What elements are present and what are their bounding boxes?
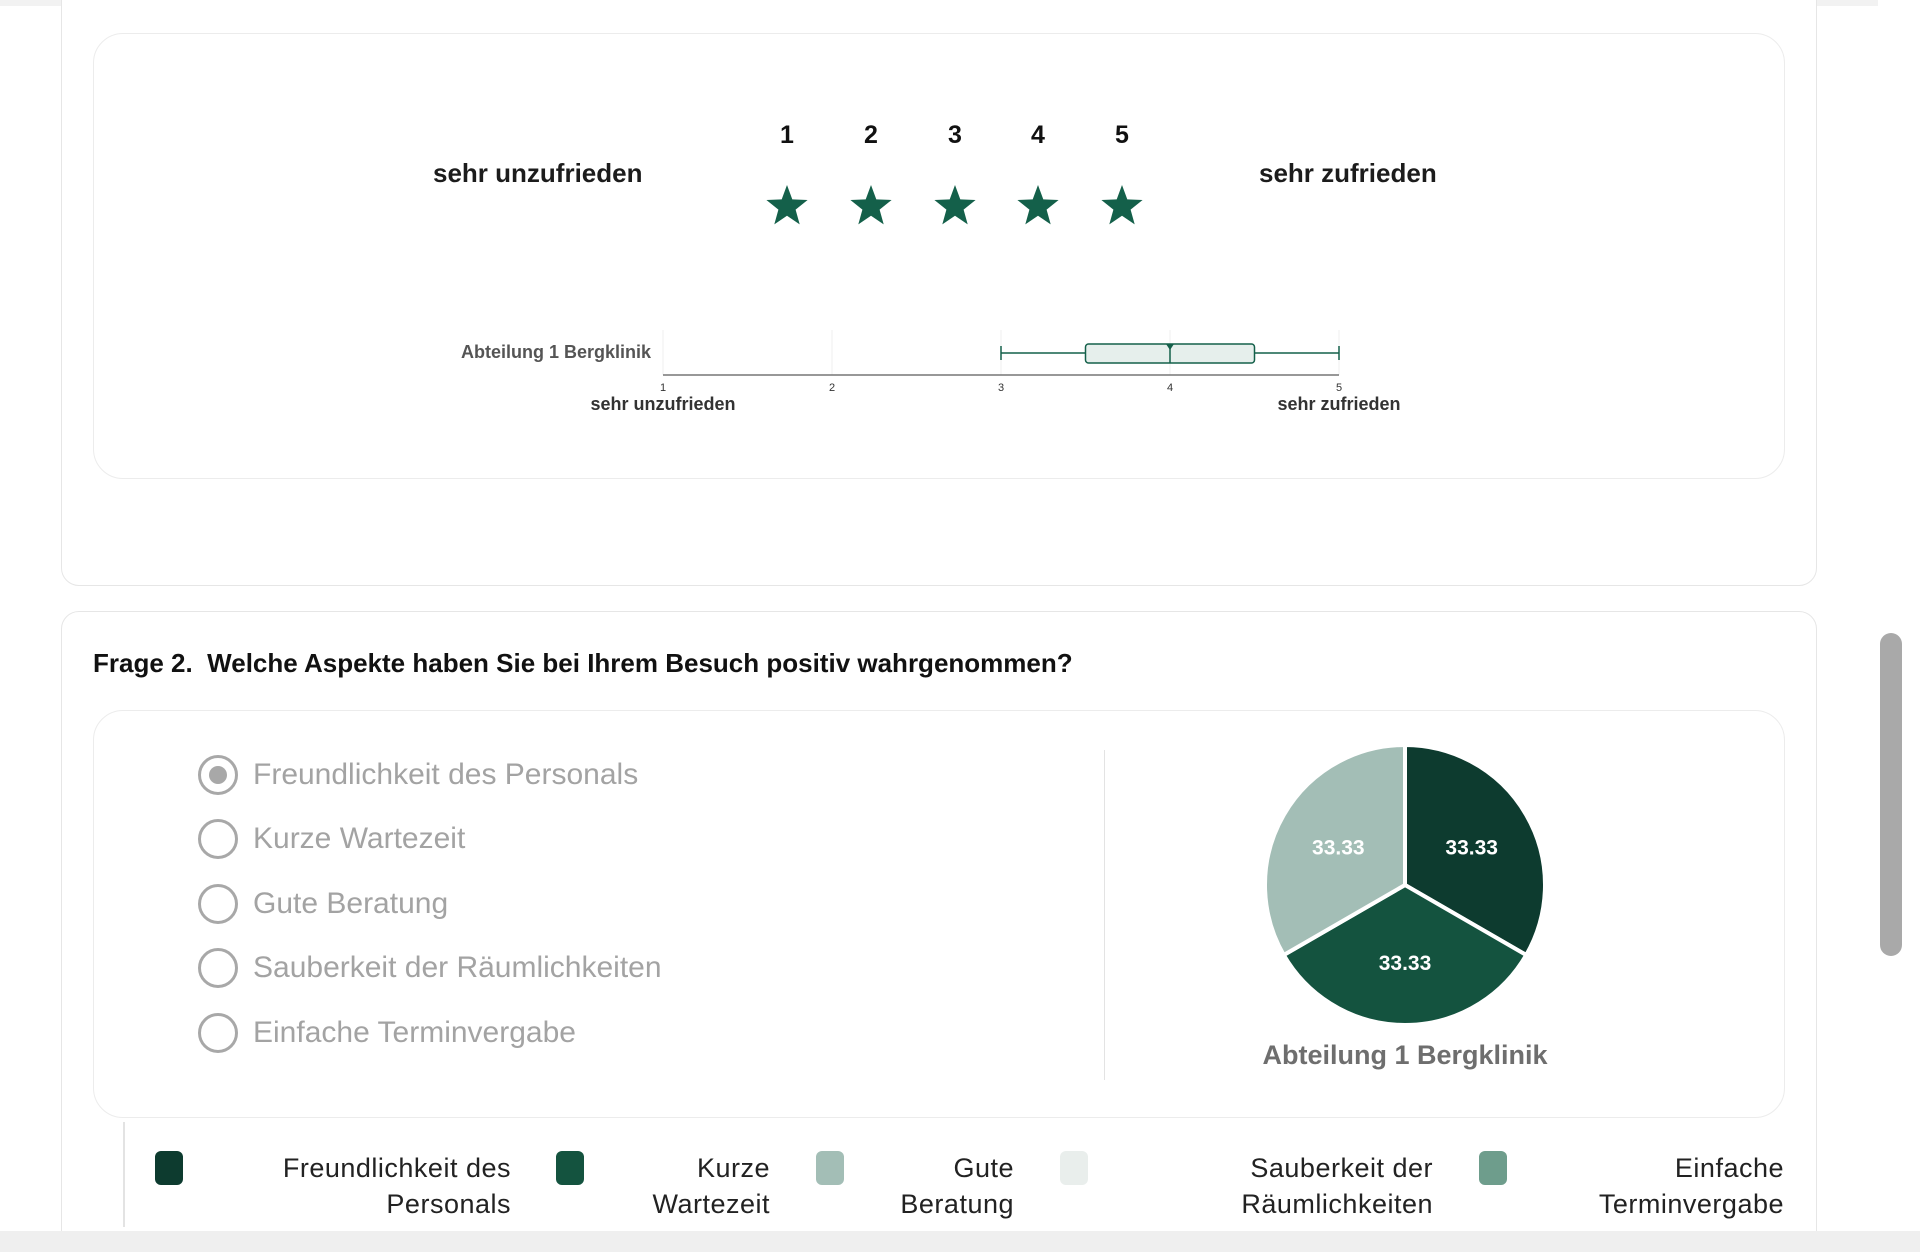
boxplot-median-marker <box>1166 344 1174 350</box>
legend-item-terminvergabe: Einfache Terminvergabe <box>1530 1150 1784 1222</box>
legend-item-freundlichkeit: Freundlichkeit des Personals <box>230 1150 511 1222</box>
pie-slice-freundlichkeit <box>1403 742 1547 958</box>
rating-number-2: 2 <box>864 121 878 149</box>
pie-slice-gute-beratung <box>1263 742 1407 958</box>
rating-number-3: 3 <box>948 121 962 149</box>
legend-swatch-terminvergabe <box>1479 1151 1507 1185</box>
boxplot-tick-3: 3 <box>998 382 1004 394</box>
boxplot-tick-2: 2 <box>829 382 835 394</box>
boxplot-tick-1: 1 <box>660 382 666 394</box>
page: sehr unzufrieden sehr zufrieden 1 2 3 4 … <box>0 0 1878 1252</box>
legend-line: Wartezeit <box>652 1189 770 1219</box>
star-icon-3[interactable] <box>933 183 977 227</box>
bottom-strip <box>0 1231 1920 1252</box>
pie-label-freundlichkeit: 33.33 <box>1445 837 1498 860</box>
rating-number-1: 1 <box>780 121 794 149</box>
question2-title: Frage 2. Welche Aspekte haben Sie bei Ih… <box>93 648 1073 679</box>
boxplot-axis-max-label: sehr zufrieden <box>1277 394 1400 414</box>
star-icon-5[interactable] <box>1100 183 1144 227</box>
rating-right-label: sehr zufrieden <box>1259 158 1437 188</box>
option-label: Kurze Wartezeit <box>253 822 466 855</box>
rating-panel <box>93 33 1785 479</box>
rating-left-label: sehr unzufrieden <box>433 158 643 188</box>
legend-swatch-sauberkeit <box>1060 1151 1088 1185</box>
option-kurze-wartezeit[interactable]: Kurze Wartezeit <box>198 817 465 861</box>
legend-left-border <box>123 1122 125 1227</box>
radio-button-checked[interactable] <box>198 755 238 795</box>
legend-line: Räumlichkeiten <box>1241 1189 1433 1219</box>
legend-line: Freundlichkeit des <box>282 1153 511 1183</box>
legend-item-kurze-wartezeit: Kurze Wartezeit <box>610 1150 770 1222</box>
rating-number-4: 4 <box>1031 121 1045 149</box>
option-label: Sauberkeit der Räumlichkeiten <box>253 951 662 984</box>
legend-item-sauberkeit: Sauberkeit der Räumlichkeiten <box>1130 1150 1433 1222</box>
scrollbar-track[interactable] <box>1878 0 1920 1231</box>
star-icon-4[interactable] <box>1016 183 1060 227</box>
question2-text: Welche Aspekte haben Sie bei Ihrem Besuc… <box>207 648 1073 678</box>
radio-button[interactable] <box>198 1013 238 1053</box>
legend-line: Einfache <box>1674 1153 1784 1183</box>
legend-swatch-kurze-wartezeit <box>556 1151 584 1185</box>
radio-button[interactable] <box>198 819 238 859</box>
legend-line: Sauberkeit der <box>1250 1153 1433 1183</box>
option-label: Einfache Terminvergabe <box>253 1016 576 1049</box>
pie-chart-title: Abteilung 1 Bergklinik <box>1262 1040 1548 1070</box>
legend-item-gute-beratung: Gute Beratung <box>860 1150 1014 1222</box>
scrollbar-thumb[interactable] <box>1880 633 1902 956</box>
option-label: Gute Beratung <box>253 887 449 920</box>
boxplot-chart: Abteilung 1 Bergklinik 1 2 3 4 5 sehr un… <box>461 330 1401 414</box>
panel-divider <box>1104 750 1105 1080</box>
legend-line: Terminvergabe <box>1598 1189 1784 1219</box>
legend-swatch-gute-beratung <box>816 1151 844 1185</box>
option-label: Freundlichkeit des Personals <box>253 758 639 791</box>
rating-number-5: 5 <box>1115 121 1129 149</box>
legend-line: Gute <box>953 1153 1014 1183</box>
question2-number: Frage 2. <box>93 648 193 678</box>
radio-button[interactable] <box>198 948 238 988</box>
legend-line: Beratung <box>900 1189 1014 1219</box>
pie-label-kurze-wartezeit: 33.33 <box>1379 952 1432 975</box>
legend-line: Kurze <box>696 1153 770 1183</box>
boxplot-tick-5: 5 <box>1336 382 1342 394</box>
pie-chart: 33.33 33.33 33.33 <box>1263 742 1547 1027</box>
option-sauberkeit[interactable]: Sauberkeit der Räumlichkeiten <box>198 946 662 990</box>
legend-line: Personals <box>386 1189 511 1219</box>
star-icon-2[interactable] <box>849 183 893 227</box>
option-terminvergabe[interactable]: Einfache Terminvergabe <box>198 1011 576 1055</box>
boxplot-axis-min-label: sehr unzufrieden <box>590 394 735 414</box>
boxplot-tick-4: 4 <box>1167 382 1173 394</box>
star-icon-1[interactable] <box>765 183 809 227</box>
option-freundlichkeit[interactable]: Freundlichkeit des Personals <box>198 753 638 797</box>
radio-button[interactable] <box>198 884 238 924</box>
option-gute-beratung[interactable]: Gute Beratung <box>198 882 448 926</box>
legend-swatch-freundlichkeit <box>155 1151 183 1185</box>
pie-label-gute-beratung: 33.33 <box>1312 837 1365 860</box>
boxplot-row-label: Abteilung 1 Bergklinik <box>461 342 652 362</box>
